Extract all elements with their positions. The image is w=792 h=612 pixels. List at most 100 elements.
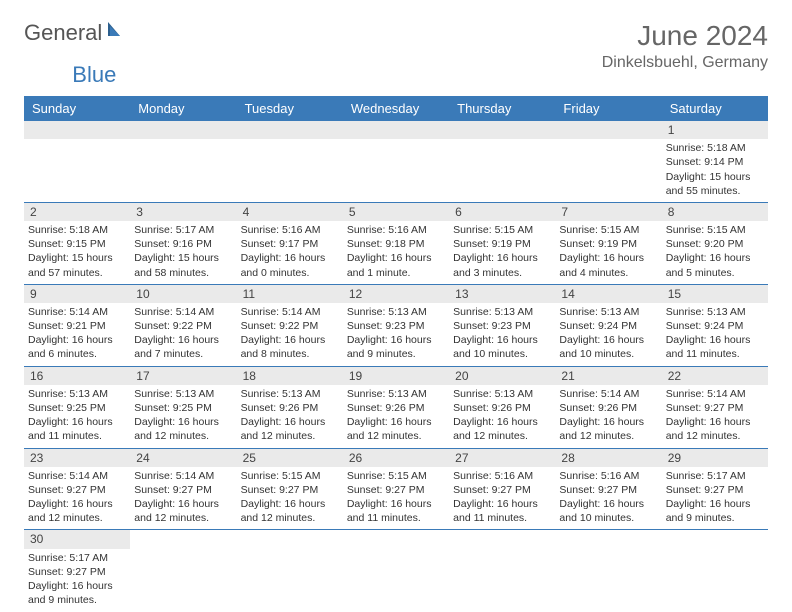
day-cell: 28Sunrise: 5:16 AMSunset: 9:27 PMDayligh… (555, 449, 661, 530)
day-cell: 14Sunrise: 5:13 AMSunset: 9:24 PMDayligh… (555, 285, 661, 366)
day-number-bar (555, 121, 661, 139)
daylight-text: Daylight: 16 hours and 1 minute. (347, 251, 445, 279)
title-block: June 2024 Dinkelsbuehl, Germany (602, 20, 768, 72)
weekday-header: Wednesday (343, 96, 449, 121)
day-cell (130, 530, 236, 611)
sunset-text: Sunset: 9:26 PM (559, 401, 657, 415)
day-cell: 20Sunrise: 5:13 AMSunset: 9:26 PMDayligh… (449, 367, 555, 448)
day-cell (555, 121, 661, 202)
daylight-text: Daylight: 16 hours and 6 minutes. (28, 333, 126, 361)
day-cell: 9Sunrise: 5:14 AMSunset: 9:21 PMDaylight… (24, 285, 130, 366)
daylight-text: Daylight: 16 hours and 12 minutes. (28, 497, 126, 525)
sunset-text: Sunset: 9:14 PM (666, 155, 764, 169)
sunrise-text: Sunrise: 5:17 AM (28, 551, 126, 565)
sunset-text: Sunset: 9:27 PM (241, 483, 339, 497)
daylight-text: Daylight: 16 hours and 9 minutes. (347, 333, 445, 361)
sunrise-text: Sunrise: 5:13 AM (347, 387, 445, 401)
sunset-text: Sunset: 9:21 PM (28, 319, 126, 333)
sunset-text: Sunset: 9:23 PM (453, 319, 551, 333)
day-cell: 15Sunrise: 5:13 AMSunset: 9:24 PMDayligh… (662, 285, 768, 366)
daylight-text: Daylight: 16 hours and 9 minutes. (666, 497, 764, 525)
sunset-text: Sunset: 9:27 PM (666, 483, 764, 497)
daylight-text: Daylight: 16 hours and 12 minutes. (347, 415, 445, 443)
weekday-header: Friday (555, 96, 661, 121)
day-cell: 12Sunrise: 5:13 AMSunset: 9:23 PMDayligh… (343, 285, 449, 366)
day-cell (343, 121, 449, 202)
sunrise-text: Sunrise: 5:13 AM (347, 305, 445, 319)
daylight-text: Daylight: 16 hours and 10 minutes. (559, 333, 657, 361)
brand-text: General (24, 20, 126, 46)
sunset-text: Sunset: 9:19 PM (453, 237, 551, 251)
location-subtitle: Dinkelsbuehl, Germany (602, 54, 768, 72)
daylight-text: Daylight: 16 hours and 12 minutes. (666, 415, 764, 443)
day-cell: 4Sunrise: 5:16 AMSunset: 9:17 PMDaylight… (237, 203, 343, 284)
sunset-text: Sunset: 9:18 PM (347, 237, 445, 251)
daylight-text: Daylight: 16 hours and 10 minutes. (453, 333, 551, 361)
daylight-text: Daylight: 15 hours and 58 minutes. (134, 251, 232, 279)
day-number: 7 (555, 203, 661, 221)
day-number-bar (237, 121, 343, 139)
sunset-text: Sunset: 9:27 PM (666, 401, 764, 415)
day-number-bar (130, 121, 236, 139)
day-number: 2 (24, 203, 130, 221)
day-number: 30 (24, 530, 130, 548)
daylight-text: Daylight: 16 hours and 12 minutes. (134, 415, 232, 443)
day-number: 24 (130, 449, 236, 467)
daylight-text: Daylight: 16 hours and 11 minutes. (28, 415, 126, 443)
day-number: 23 (24, 449, 130, 467)
sunrise-text: Sunrise: 5:14 AM (559, 387, 657, 401)
daylight-text: Daylight: 15 hours and 57 minutes. (28, 251, 126, 279)
sunset-text: Sunset: 9:26 PM (241, 401, 339, 415)
day-number: 5 (343, 203, 449, 221)
week-row: 1Sunrise: 5:18 AMSunset: 9:14 PMDaylight… (24, 121, 768, 203)
day-cell: 30Sunrise: 5:17 AMSunset: 9:27 PMDayligh… (24, 530, 130, 611)
sunset-text: Sunset: 9:27 PM (28, 565, 126, 579)
sunset-text: Sunset: 9:27 PM (134, 483, 232, 497)
month-title: June 2024 (602, 20, 768, 52)
daylight-text: Daylight: 16 hours and 12 minutes. (134, 497, 232, 525)
daylight-text: Daylight: 16 hours and 12 minutes. (559, 415, 657, 443)
day-cell: 5Sunrise: 5:16 AMSunset: 9:18 PMDaylight… (343, 203, 449, 284)
sunrise-text: Sunrise: 5:15 AM (241, 469, 339, 483)
sunrise-text: Sunrise: 5:15 AM (559, 223, 657, 237)
sunset-text: Sunset: 9:25 PM (28, 401, 126, 415)
sunrise-text: Sunrise: 5:13 AM (134, 387, 232, 401)
sunrise-text: Sunrise: 5:13 AM (666, 305, 764, 319)
sunset-text: Sunset: 9:27 PM (453, 483, 551, 497)
day-number: 26 (343, 449, 449, 467)
day-number: 9 (24, 285, 130, 303)
sunrise-text: Sunrise: 5:16 AM (241, 223, 339, 237)
daylight-text: Daylight: 16 hours and 0 minutes. (241, 251, 339, 279)
sunrise-text: Sunrise: 5:13 AM (453, 305, 551, 319)
day-number: 13 (449, 285, 555, 303)
sunrise-text: Sunrise: 5:14 AM (666, 387, 764, 401)
day-cell: 19Sunrise: 5:13 AMSunset: 9:26 PMDayligh… (343, 367, 449, 448)
sunset-text: Sunset: 9:26 PM (453, 401, 551, 415)
day-number: 1 (662, 121, 768, 139)
day-cell: 16Sunrise: 5:13 AMSunset: 9:25 PMDayligh… (24, 367, 130, 448)
day-number: 11 (237, 285, 343, 303)
day-number: 28 (555, 449, 661, 467)
sunset-text: Sunset: 9:23 PM (347, 319, 445, 333)
day-number: 3 (130, 203, 236, 221)
day-number-bar (449, 121, 555, 139)
day-number: 19 (343, 367, 449, 385)
sunset-text: Sunset: 9:15 PM (28, 237, 126, 251)
day-number: 10 (130, 285, 236, 303)
day-number: 29 (662, 449, 768, 467)
day-cell: 17Sunrise: 5:13 AMSunset: 9:25 PMDayligh… (130, 367, 236, 448)
day-cell (343, 530, 449, 611)
day-number: 8 (662, 203, 768, 221)
sunrise-text: Sunrise: 5:16 AM (453, 469, 551, 483)
sunset-text: Sunset: 9:27 PM (347, 483, 445, 497)
sunset-text: Sunset: 9:20 PM (666, 237, 764, 251)
week-row: 30Sunrise: 5:17 AMSunset: 9:27 PMDayligh… (24, 530, 768, 611)
week-row: 23Sunrise: 5:14 AMSunset: 9:27 PMDayligh… (24, 449, 768, 531)
day-cell: 23Sunrise: 5:14 AMSunset: 9:27 PMDayligh… (24, 449, 130, 530)
day-cell: 18Sunrise: 5:13 AMSunset: 9:26 PMDayligh… (237, 367, 343, 448)
daylight-text: Daylight: 16 hours and 8 minutes. (241, 333, 339, 361)
day-number: 27 (449, 449, 555, 467)
day-cell: 11Sunrise: 5:14 AMSunset: 9:22 PMDayligh… (237, 285, 343, 366)
weekday-header-row: SundayMondayTuesdayWednesdayThursdayFrid… (24, 96, 768, 121)
day-cell (449, 121, 555, 202)
